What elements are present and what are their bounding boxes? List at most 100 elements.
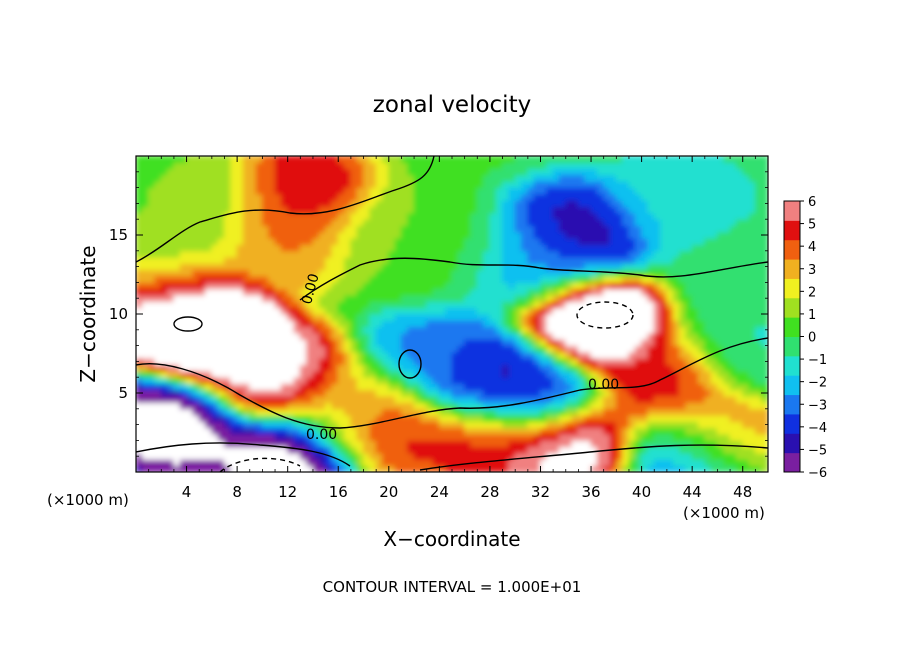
field-cell [318, 288, 327, 296]
field-cell [325, 243, 333, 252]
field-cell [331, 161, 339, 170]
field-cell [628, 294, 636, 302]
field-cell [438, 319, 447, 328]
field-cell [318, 275, 327, 283]
field-cell [173, 262, 181, 271]
field-cell [590, 408, 598, 416]
field-cell [287, 275, 295, 283]
field-cell [710, 383, 718, 391]
field-cell [205, 161, 213, 170]
field-cell [748, 458, 756, 467]
field-cell [628, 345, 636, 353]
field-cell [445, 326, 453, 334]
field-cell [628, 420, 636, 429]
field-cell [742, 231, 750, 239]
field-cell [230, 357, 238, 366]
field-cell [754, 401, 763, 410]
field-cell [697, 294, 706, 302]
field-cell [603, 294, 611, 302]
field-cell [337, 294, 346, 302]
field-cell [660, 206, 668, 214]
field-cell [255, 275, 263, 283]
field-cell [217, 357, 225, 366]
field-cell [647, 300, 655, 309]
field-cell [419, 174, 428, 182]
field-cell [748, 332, 756, 340]
field-cell [527, 357, 535, 366]
field-cell [565, 376, 573, 385]
field-cell [432, 414, 440, 422]
field-cell [344, 332, 352, 340]
field-cell [742, 206, 750, 214]
field-cell [331, 465, 339, 472]
field-cell [754, 199, 763, 208]
field-cell [546, 168, 554, 176]
field-cell [735, 338, 744, 347]
field-cell [679, 156, 687, 163]
field-cell [533, 351, 541, 359]
field-cell [337, 427, 346, 435]
field-cell [249, 395, 257, 403]
field-cell [502, 294, 510, 302]
field-cell [451, 281, 459, 290]
field-cell [514, 446, 523, 454]
field-cell [426, 357, 434, 366]
field-cell [167, 395, 175, 403]
field-cell [344, 427, 352, 435]
field-cell [223, 231, 232, 239]
field-cell [464, 370, 472, 378]
field-cell [748, 180, 756, 189]
field-cell [375, 395, 383, 403]
field-cell [558, 446, 567, 454]
field-cell [666, 414, 674, 422]
field-cell [666, 206, 674, 214]
field-cell [198, 345, 207, 353]
field-cell [647, 212, 655, 220]
field-cell [261, 269, 270, 277]
field-cell [211, 161, 219, 170]
field-cell [344, 433, 352, 441]
field-cell [268, 300, 276, 309]
field-cell [622, 364, 630, 372]
field-cell [489, 401, 497, 410]
field-cell [318, 300, 327, 309]
field-cell [192, 237, 200, 245]
field-cell [508, 180, 516, 189]
field-cell [533, 237, 541, 245]
field-cell [293, 193, 301, 201]
field-cell [641, 414, 649, 422]
field-cell [710, 168, 718, 176]
field-cell [558, 370, 567, 378]
field-cell [438, 458, 447, 467]
field-cell [413, 237, 421, 245]
field-cell [299, 383, 308, 391]
field-cell [748, 401, 756, 410]
field-cell [470, 156, 478, 163]
field-cell [438, 288, 447, 296]
field-cell [350, 231, 358, 239]
field-cell [438, 212, 447, 220]
field-cell [350, 294, 358, 302]
field-cell [236, 319, 244, 328]
field-cell [217, 269, 225, 277]
field-cell [729, 383, 737, 391]
field-cell [407, 212, 415, 220]
field-cell [685, 269, 693, 277]
field-cell [508, 156, 516, 163]
field-cell [622, 326, 630, 334]
field-cell [729, 465, 737, 472]
field-cell [533, 465, 541, 472]
field-cell [571, 376, 579, 385]
field-cell [609, 243, 617, 252]
field-cell [325, 414, 333, 422]
field-cell [634, 168, 643, 176]
field-cell [363, 243, 371, 252]
field-cell [704, 458, 712, 467]
field-cell [192, 187, 200, 195]
field-cell [489, 269, 497, 277]
field-cell [356, 414, 365, 422]
field-cell [546, 408, 554, 416]
field-cell [710, 262, 718, 271]
field-cell [344, 439, 352, 448]
field-cell [141, 187, 150, 195]
